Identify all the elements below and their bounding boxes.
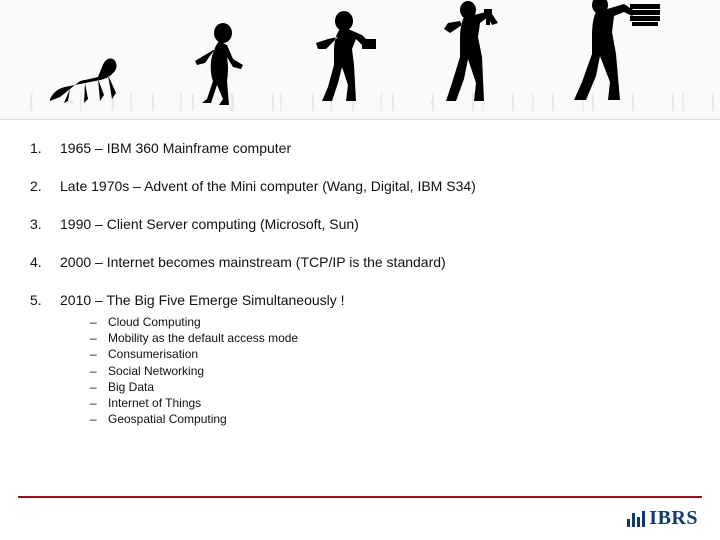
dash-icon: – bbox=[90, 314, 108, 330]
dash-icon: – bbox=[90, 411, 108, 427]
dash-icon: – bbox=[90, 395, 108, 411]
evolution-figure-2 bbox=[175, 19, 255, 109]
sub-text: Cloud Computing bbox=[108, 314, 201, 330]
evolution-figure-1 bbox=[40, 39, 130, 109]
list-item: 3. 1990 – Client Server computing (Micro… bbox=[30, 216, 690, 232]
sub-item: –Cloud Computing bbox=[90, 314, 690, 330]
sublist: –Cloud Computing –Mobility as the defaul… bbox=[90, 314, 690, 427]
sub-text: Consumerisation bbox=[108, 346, 198, 362]
evolution-figure-3 bbox=[300, 9, 385, 109]
sub-text: Internet of Things bbox=[108, 395, 201, 411]
item-text: 2000 – Internet becomes mainstream (TCP/… bbox=[60, 254, 690, 270]
item-text: 1990 – Client Server computing (Microsof… bbox=[60, 216, 690, 232]
footer-divider bbox=[18, 496, 702, 498]
evolution-figure-4 bbox=[430, 0, 510, 109]
sub-item: –Social Networking bbox=[90, 363, 690, 379]
item-text: 1965 – IBM 360 Mainframe computer bbox=[60, 140, 690, 156]
sub-text: Big Data bbox=[108, 379, 154, 395]
evolution-figure-5 bbox=[560, 0, 670, 109]
sub-text: Social Networking bbox=[108, 363, 204, 379]
item-number: 5. bbox=[30, 292, 60, 308]
sub-item: –Geospatial Computing bbox=[90, 411, 690, 427]
sub-item: –Consumerisation bbox=[90, 346, 690, 362]
sub-item: –Mobility as the default access mode bbox=[90, 330, 690, 346]
dash-icon: – bbox=[90, 363, 108, 379]
item-number: 2. bbox=[30, 178, 60, 194]
sub-text: Geospatial Computing bbox=[108, 411, 227, 427]
item-number: 4. bbox=[30, 254, 60, 270]
book-stack-icon bbox=[630, 4, 660, 26]
list-item: 5. 2010 – The Big Five Emerge Simultaneo… bbox=[30, 292, 690, 308]
logo-bars-icon bbox=[627, 511, 645, 527]
list-item: 1. 1965 – IBM 360 Mainframe computer bbox=[30, 140, 690, 156]
item-number: 1. bbox=[30, 140, 60, 156]
dash-icon: – bbox=[90, 379, 108, 395]
content-area: 1. 1965 – IBM 360 Mainframe computer 2. … bbox=[0, 120, 720, 437]
ibrs-logo: IBRS bbox=[627, 507, 698, 530]
list-item: 2. Late 1970s – Advent of the Mini compu… bbox=[30, 178, 690, 194]
item-number: 3. bbox=[30, 216, 60, 232]
dash-icon: – bbox=[90, 346, 108, 362]
dash-icon: – bbox=[90, 330, 108, 346]
item-text: Late 1970s – Advent of the Mini computer… bbox=[60, 178, 690, 194]
logo-text: IBRS bbox=[649, 507, 698, 530]
evolution-banner bbox=[0, 0, 720, 120]
sub-item: –Big Data bbox=[90, 379, 690, 395]
list-item: 4. 2000 – Internet becomes mainstream (T… bbox=[30, 254, 690, 270]
item-text: 2010 – The Big Five Emerge Simultaneousl… bbox=[60, 292, 690, 308]
sub-item: –Internet of Things bbox=[90, 395, 690, 411]
sub-text: Mobility as the default access mode bbox=[108, 330, 298, 346]
